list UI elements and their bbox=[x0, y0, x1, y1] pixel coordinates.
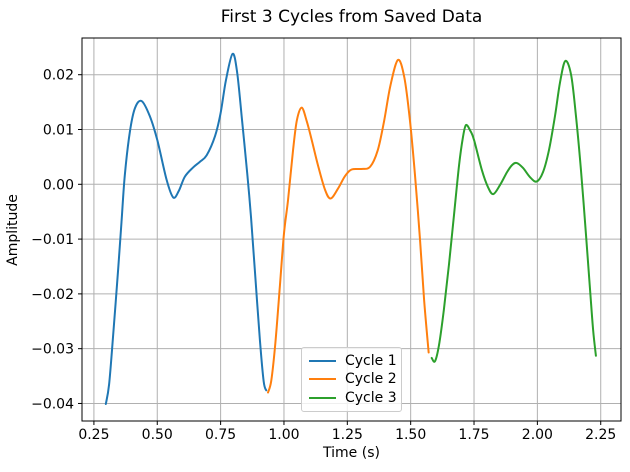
legend-swatch-cycle-3 bbox=[309, 396, 336, 399]
legend-box: Cycle 1 Cycle 2 Cycle 3 bbox=[301, 347, 402, 412]
y-tick-label: 0.01 bbox=[43, 123, 74, 139]
y-axis-label: Amplitude bbox=[5, 194, 21, 266]
x-axis-label: Time (s) bbox=[323, 445, 380, 461]
legend-label-cycle-1: Cycle 1 bbox=[345, 353, 397, 370]
y-tick-label: −0.03 bbox=[31, 342, 74, 358]
legend-item-cycle-3: Cycle 3 bbox=[309, 389, 397, 407]
y-tick-label: −0.04 bbox=[31, 396, 74, 412]
legend-item-cycle-2: Cycle 2 bbox=[309, 370, 397, 388]
x-tick-label: 1.75 bbox=[458, 427, 489, 443]
x-tick-label: 2.25 bbox=[585, 427, 616, 443]
y-tick-label: −0.02 bbox=[31, 287, 74, 303]
x-tick-label: 1.00 bbox=[268, 427, 299, 443]
y-tick-label: 0.02 bbox=[43, 68, 74, 84]
x-tick-label: 0.25 bbox=[78, 427, 109, 443]
legend-swatch-cycle-1 bbox=[309, 360, 336, 363]
x-tick-label: 0.75 bbox=[205, 427, 236, 443]
x-tick-label: 1.50 bbox=[395, 427, 426, 443]
chart-title: First 3 Cycles from Saved Data bbox=[220, 7, 483, 27]
axes-frame bbox=[81, 37, 622, 422]
legend-item-cycle-1: Cycle 1 bbox=[309, 352, 397, 370]
legend-label-cycle-2: Cycle 2 bbox=[345, 371, 397, 388]
legend-swatch-cycle-2 bbox=[309, 378, 336, 381]
series-line-cycle-3 bbox=[430, 59, 597, 363]
y-tick-label: 0.00 bbox=[43, 177, 74, 193]
legend-label-cycle-3: Cycle 3 bbox=[345, 389, 397, 406]
x-tick-label: 0.50 bbox=[142, 427, 173, 443]
x-tick-label: 1.25 bbox=[332, 427, 363, 443]
series-line-cycle-2 bbox=[267, 58, 430, 394]
series-line-cycle-1 bbox=[104, 52, 268, 406]
y-tick-label: −0.01 bbox=[31, 232, 74, 248]
x-tick-label: 2.00 bbox=[522, 427, 553, 443]
